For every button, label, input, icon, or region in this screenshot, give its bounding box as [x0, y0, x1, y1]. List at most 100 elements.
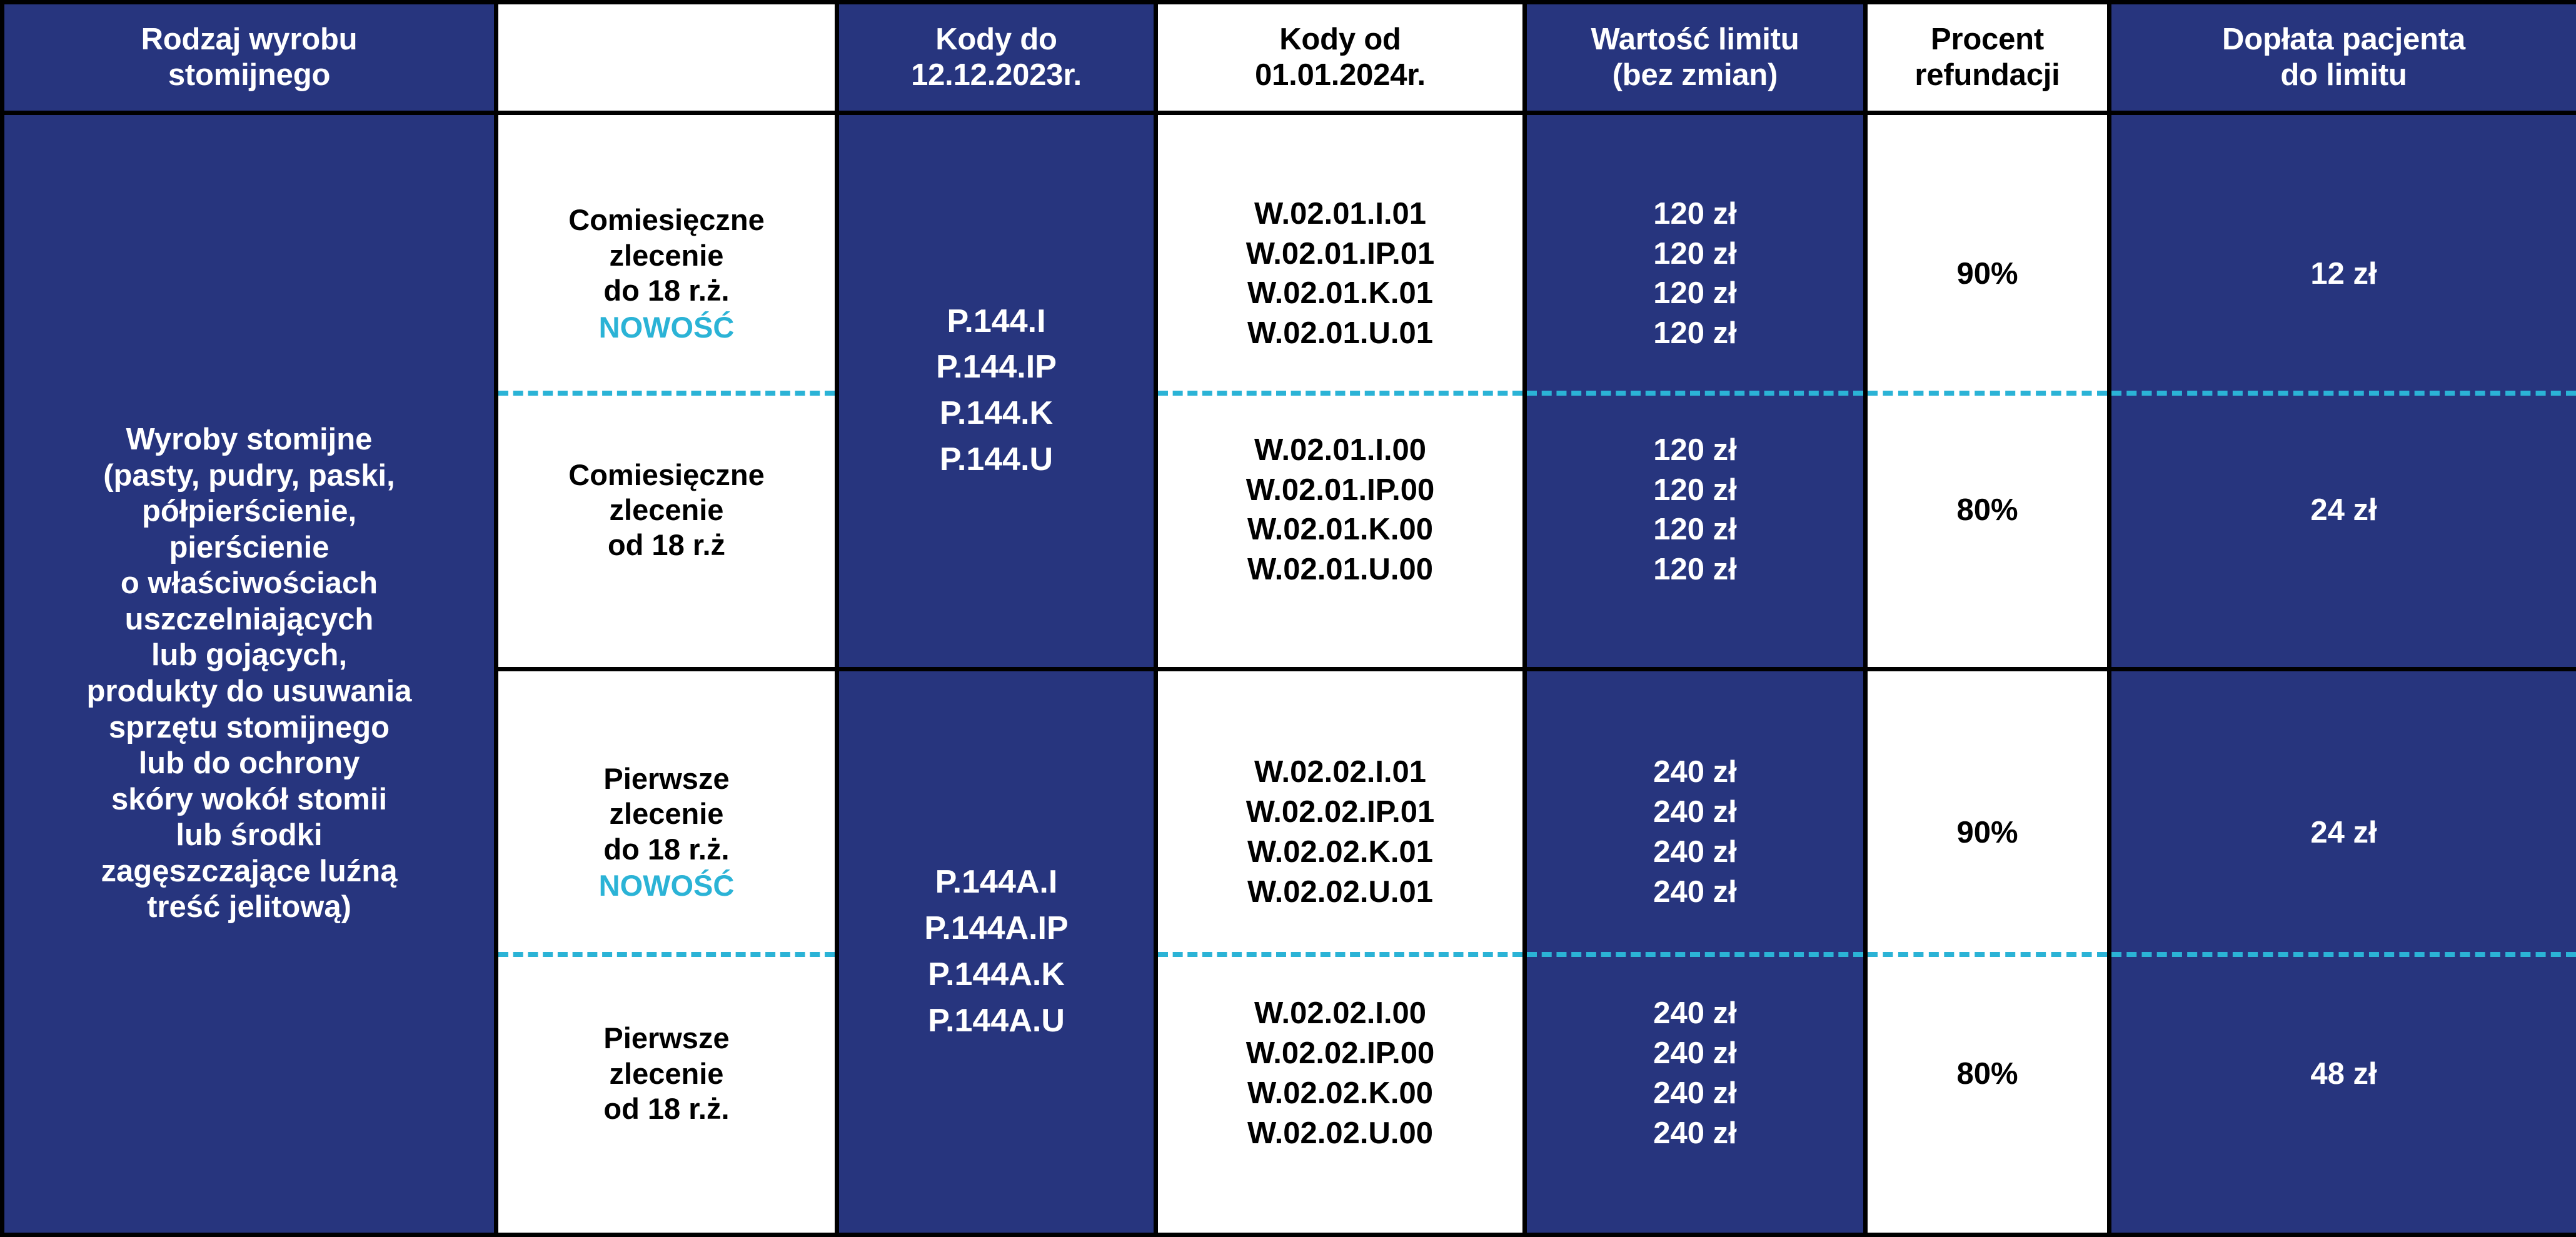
product-line: zagęszczające luźną: [101, 854, 398, 888]
table-row: Pierwsze zlecenie do 18 r.ż. NOWOŚĆ Pier…: [3, 666, 2576, 1237]
limit-item: 240 zł: [1653, 795, 1737, 829]
copay-value: 24 zł: [2310, 815, 2377, 849]
subrow-limit-2a: 240 zł 240 zł 240 zł 240 zł: [1527, 713, 1863, 952]
new-code-item: W.02.01.I.00: [1254, 433, 1427, 467]
old-codes-list: P.144.I P.144.IP P.144.K P.144.U: [839, 299, 1154, 483]
order-type-line: od 18 r.ż: [607, 528, 726, 562]
refund-percent-value: 90%: [1956, 257, 2018, 291]
old-code-item: P.144A.I: [935, 864, 1058, 901]
order-type-label: Comiesięczne zlecenie do 18 r.ż. NOWOŚĆ: [568, 203, 764, 345]
limit-item: 120 zł: [1653, 473, 1737, 507]
cell-percent-2: 90% 80%: [1863, 666, 2111, 1237]
order-type-line: zlecenie: [609, 797, 724, 831]
header-cell-old-codes: Kody do 12.12.2023r.: [835, 0, 1158, 115]
limit-list: 240 zł 240 zł 240 zł 240 zł: [1653, 753, 1736, 912]
order-type-line: zlecenie: [609, 493, 724, 527]
old-codes-list: P.144A.I P.144A.IP P.144A.K P.144A.U: [839, 859, 1154, 1044]
subrow-new-codes-2a: W.02.02.I.01 W.02.02.IP.01 W.02.02.K.01 …: [1158, 713, 1522, 952]
new-code-item: W.02.02.U.00: [1247, 1116, 1433, 1150]
new-code-item: W.02.01.K.00: [1247, 513, 1433, 547]
subrow-new-codes-2b: W.02.02.I.00 W.02.02.IP.00 W.02.02.K.00 …: [1158, 951, 1522, 1191]
limit-item: 120 zł: [1653, 552, 1737, 586]
new-code-item: W.02.02.U.01: [1247, 874, 1433, 909]
cell-new-codes-2: W.02.02.I.01 W.02.02.IP.01 W.02.02.K.01 …: [1154, 666, 1527, 1237]
cell-product-type: Wyroby stomijne (pasty, pudry, paski, pó…: [0, 110, 498, 1237]
refund-percent-value: 80%: [1956, 493, 2018, 528]
product-line: o właściwościach: [120, 566, 378, 601]
order-type-line: do 18 r.ż.: [603, 274, 730, 308]
product-line: (pasty, pudry, paski,: [103, 458, 395, 493]
product-line: treść jelitową): [147, 890, 351, 924]
subrow-percent-2b: 80%: [1868, 951, 2107, 1191]
order-type-label: Pierwsze zlecenie do 18 r.ż. NOWOŚĆ: [599, 761, 735, 904]
new-codes-list: W.02.01.I.00 W.02.01.IP.00 W.02.01.K.00 …: [1246, 431, 1435, 590]
subrow-order-type-1a: Comiesięczne zlecenie do 18 r.ż. NOWOŚĆ: [498, 157, 835, 391]
header-patient-copay-text: Dopłata pacjenta do limitu: [2111, 22, 2576, 93]
product-line: lub środki: [176, 818, 323, 853]
new-code-item: W.02.02.I.01: [1254, 755, 1427, 789]
cell-order-type-1: Comiesięczne zlecenie do 18 r.ż. NOWOŚĆ …: [494, 110, 839, 671]
new-code-item: W.02.01.K.01: [1247, 276, 1433, 311]
header-line: refundacji: [1914, 58, 2060, 92]
order-type-line: Comiesięczne: [568, 203, 765, 237]
copay-value: 24 zł: [2310, 493, 2377, 528]
copay-value: 12 zł: [2310, 257, 2377, 291]
subrow-percent-2a: 90%: [1868, 713, 2107, 952]
copay-value: 48 zł: [2310, 1056, 2377, 1091]
limit-item: 120 zł: [1653, 236, 1737, 271]
subrow-percent-1a: 90%: [1868, 157, 2107, 391]
product-line: lub do ochrony: [138, 746, 360, 781]
header-line: Wartość limitu: [1591, 23, 1799, 57]
limit-item: 120 zł: [1653, 433, 1737, 467]
limit-item: 240 zł: [1653, 1036, 1737, 1071]
order-type-line: Pierwsze: [603, 1021, 730, 1055]
old-code-item: P.144.IP: [936, 349, 1057, 386]
product-line: półpierścienie,: [141, 494, 357, 529]
header-refund-percent-text: Procent refundacji: [1868, 22, 2107, 93]
limit-item: 240 zł: [1653, 1076, 1737, 1110]
order-type-line: od 18 r.ż.: [603, 1092, 730, 1125]
limit-list: 240 zł 240 zł 240 zł 240 zł: [1653, 994, 1736, 1153]
header-new-codes-text: Kody od 01.01.2024r.: [1158, 22, 1522, 93]
table-row: Wyroby stomijne (pasty, pudry, paski, pó…: [0, 110, 2576, 1237]
new-code-item: W.02.02.K.01: [1247, 834, 1433, 869]
limit-item: 120 zł: [1653, 276, 1737, 311]
header-line: Kody do: [935, 23, 1057, 57]
cell-copay-2: 24 zł 48 zł: [2107, 666, 2576, 1237]
product-type-text: Wyroby stomijne (pasty, pudry, paski, pó…: [4, 419, 494, 928]
new-code-item: W.02.01.IP.00: [1245, 473, 1435, 507]
cell-old-codes-2: P.144A.I P.144A.IP P.144A.K P.144A.U: [835, 666, 1158, 1237]
cell-order-type-2: Pierwsze zlecenie do 18 r.ż. NOWOŚĆ Pier…: [494, 666, 839, 1237]
header-line: 12.12.2023r.: [911, 58, 1082, 92]
refund-percent-value: 90%: [1956, 815, 2018, 849]
subrow-order-type-2a: Pierwsze zlecenie do 18 r.ż. NOWOŚĆ: [498, 713, 835, 952]
limit-item: 240 zł: [1653, 996, 1737, 1031]
subrow-copay-1b: 24 zł: [2111, 391, 2576, 624]
header-line: (bez zmian): [1612, 58, 1778, 92]
product-line: Wyroby stomijne: [126, 423, 373, 457]
order-type-line: zlecenie: [609, 1056, 724, 1090]
subrow-copay-2a: 24 zł: [2111, 713, 2576, 952]
order-type-label: Pierwsze zlecenie od 18 r.ż.: [603, 1021, 729, 1126]
new-code-item: W.02.01.IP.01: [1245, 236, 1435, 271]
limit-item: 120 zł: [1653, 196, 1737, 231]
new-code-item: W.02.01.U.00: [1247, 552, 1433, 586]
new-code-item: W.02.02.IP.00: [1245, 1036, 1435, 1071]
limit-item: 120 zł: [1653, 513, 1737, 547]
cell-limit-2: 240 zł 240 zł 240 zł 240 zł 240 zł 240 z…: [1522, 666, 1868, 1237]
header-limit-value-text: Wartość limitu (bez zmian): [1527, 22, 1863, 93]
new-code-item: W.02.02.I.00: [1254, 996, 1427, 1031]
subrow-limit-2b: 240 zł 240 zł 240 zł 240 zł: [1527, 951, 1863, 1191]
limit-item: 240 zł: [1653, 834, 1737, 869]
header-line: Dopłata pacjenta: [2222, 23, 2465, 57]
header-line: do limitu: [2280, 58, 2407, 92]
order-type-line: Pierwsze: [603, 762, 730, 796]
old-code-item: P.144.I: [947, 303, 1046, 339]
product-line: uszczelniających: [124, 602, 374, 636]
limit-item: 120 zł: [1653, 316, 1737, 350]
nowosc-badge: NOWOŚĆ: [598, 310, 735, 344]
product-line: produkty do usuwania: [86, 674, 412, 708]
subrow-copay-2b: 48 zł: [2111, 951, 2576, 1191]
new-code-item: W.02.02.IP.01: [1245, 795, 1435, 829]
